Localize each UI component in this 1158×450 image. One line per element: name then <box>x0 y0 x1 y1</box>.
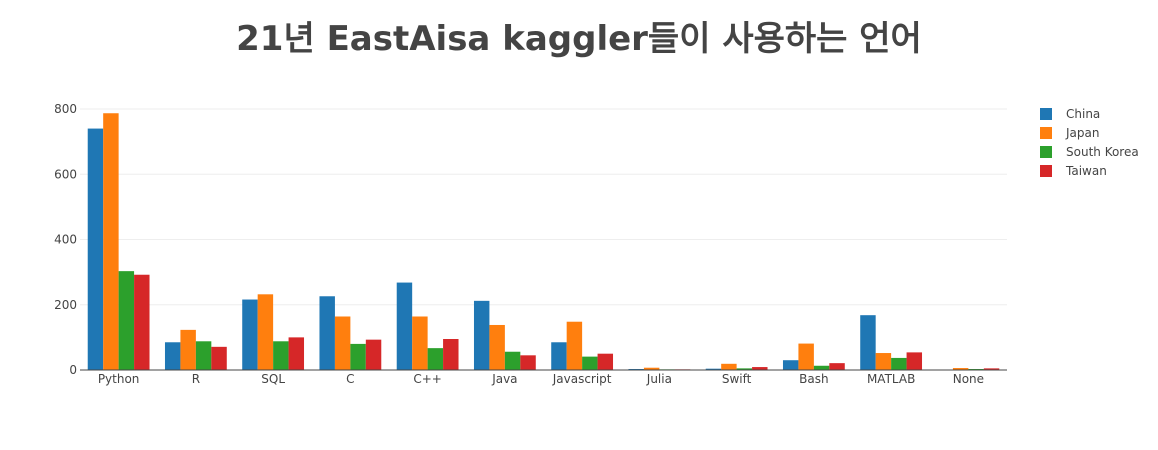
legend-label: China <box>1066 107 1100 121</box>
bar <box>396 282 413 370</box>
bar <box>582 356 598 370</box>
bar <box>180 329 196 370</box>
legend-label: Japan <box>1065 126 1099 140</box>
legend: China Japan South Korea Taiwan <box>1040 107 1139 178</box>
bar <box>211 346 227 370</box>
y-axis: 0 200 400 600 800 <box>54 102 77 377</box>
bar <box>443 339 459 370</box>
bar <box>597 353 614 370</box>
bar <box>643 367 660 370</box>
bar <box>134 274 150 370</box>
x-tick-label: Julia <box>646 372 672 386</box>
bar <box>103 113 119 371</box>
legend-item[interactable]: China <box>1040 107 1100 121</box>
legend-item[interactable]: Japan <box>1040 126 1099 140</box>
gridlines <box>80 108 1007 306</box>
legend-swatch <box>1040 146 1052 158</box>
bar <box>273 341 289 370</box>
y-tick-label: 200 <box>54 298 77 312</box>
legend-label: Taiwan <box>1065 164 1107 178</box>
y-tick-label: 600 <box>54 167 77 181</box>
bar <box>164 342 181 370</box>
x-tick-label: R <box>192 372 200 386</box>
bar <box>473 300 490 370</box>
bar <box>566 321 583 370</box>
x-tick-label: MATLAB <box>867 372 915 386</box>
bar <box>829 363 845 370</box>
y-tick-label: 0 <box>69 363 77 377</box>
bar <box>813 365 830 370</box>
x-tick-label: C <box>346 372 354 386</box>
legend-item[interactable]: South Korea <box>1040 145 1139 159</box>
legend-label: South Korea <box>1066 145 1139 159</box>
x-tick-label: Bash <box>799 372 828 386</box>
bar <box>334 316 351 370</box>
bar <box>551 342 567 370</box>
legend-swatch <box>1040 108 1052 120</box>
bar <box>782 360 799 370</box>
bar <box>489 324 505 370</box>
bar <box>906 352 923 370</box>
bar <box>721 363 737 370</box>
bar <box>242 299 258 370</box>
bar <box>860 315 876 370</box>
x-tick-label: Javascript <box>552 372 612 386</box>
bar <box>891 357 907 370</box>
bars <box>87 113 1000 371</box>
x-tick-label: C++ <box>413 372 442 386</box>
x-tick-label: Java <box>491 372 517 386</box>
bar <box>427 348 444 370</box>
bar <box>257 294 274 370</box>
bar <box>736 368 753 370</box>
bar <box>504 351 521 370</box>
bar <box>520 355 536 370</box>
x-tick-label: Swift <box>722 372 752 386</box>
bar <box>412 316 428 370</box>
legend-swatch <box>1040 127 1052 139</box>
y-tick-label: 800 <box>54 102 77 116</box>
bar <box>288 337 305 370</box>
y-tick-label: 400 <box>54 233 77 247</box>
bar <box>705 368 722 370</box>
bar <box>752 367 768 370</box>
bar <box>118 271 135 370</box>
bar <box>195 341 212 370</box>
x-tick-label: SQL <box>261 372 285 386</box>
bar <box>875 353 892 370</box>
legend-item[interactable]: Taiwan <box>1040 164 1107 178</box>
bar <box>87 128 104 370</box>
bar <box>350 343 366 370</box>
legend-swatch <box>1040 165 1052 177</box>
bar <box>319 296 335 370</box>
bar <box>798 343 814 370</box>
x-tick-label: Python <box>98 372 140 386</box>
x-axis: Python R SQL C C++ Java Javascript Julia Swift Ba… <box>80 369 1007 386</box>
x-tick-label: None <box>953 372 984 386</box>
bar <box>952 368 969 370</box>
bar <box>983 368 1000 370</box>
chart-title: 21년 EastAisa kaggler들이 사용하는 언어 <box>236 19 922 59</box>
bar <box>365 339 382 370</box>
